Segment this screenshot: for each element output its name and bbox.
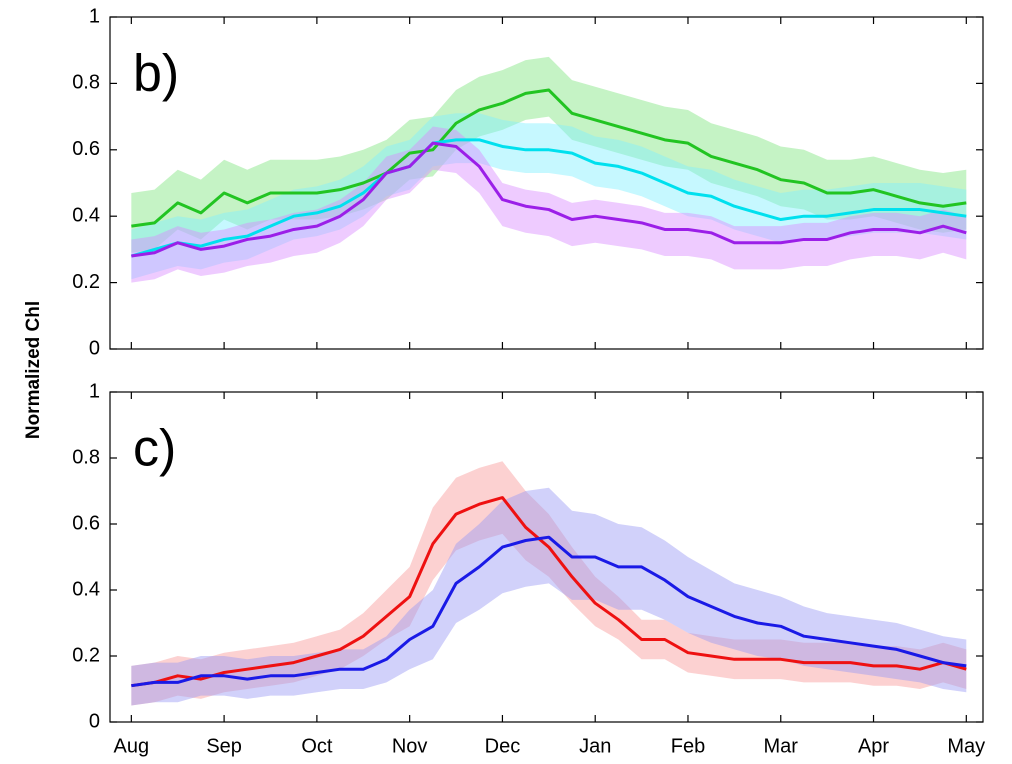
y-tick-label: 1	[89, 5, 100, 27]
x-tick-label: Jan	[579, 735, 611, 757]
y-tick-label: 0.2	[72, 644, 100, 666]
x-tick-label: Oct	[301, 735, 333, 757]
series-line	[131, 141, 967, 258]
y-tick-label: 0.8	[72, 72, 100, 94]
series-line	[131, 496, 967, 688]
y-tick-label: 1	[89, 380, 100, 402]
y-tick-label: 0.6	[72, 512, 100, 534]
series-line	[130, 138, 967, 258]
uncertainty-band	[131, 113, 967, 280]
axes-frame	[109, 16, 984, 350]
x-tick-label: Nov	[392, 735, 428, 757]
panel: 0 0.2 0.4 0.6 0.8 1 b)	[72, 5, 984, 359]
uncertainty-band	[131, 461, 967, 706]
panel-label: c)	[133, 420, 176, 478]
panel: 0 0.2 0.4 0.6 0.8 1 Aug Sep Oct Nov Dec Jan Feb Mar Ap…	[72, 380, 985, 757]
axes-frame	[109, 391, 984, 723]
x-tick-label: Dec	[485, 735, 521, 757]
y-tick-label: 0.4	[72, 204, 100, 226]
panel-label: b)	[133, 45, 179, 103]
uncertainty-band	[131, 487, 967, 706]
series-line	[131, 88, 967, 228]
y-tick-label: 0.6	[72, 138, 100, 160]
series-line	[131, 535, 967, 688]
x-tick-label: Apr	[858, 735, 889, 757]
x-tick-label: Mar	[764, 735, 799, 757]
y-tick-label: 0.4	[72, 578, 100, 600]
y-tick-label: 0	[89, 710, 100, 732]
x-tick-label: Aug	[114, 735, 150, 757]
y-axis-label: Normalized Chl	[23, 301, 44, 439]
x-tick-label: Feb	[671, 735, 705, 757]
x-tick-label: May	[947, 735, 985, 757]
y-tick-label: 0.8	[72, 446, 100, 468]
y-tick-label: 0	[89, 337, 100, 359]
y-tick-label: 0.2	[72, 271, 100, 293]
uncertainty-band	[131, 56, 967, 253]
x-tick-label: Sep	[206, 735, 242, 757]
